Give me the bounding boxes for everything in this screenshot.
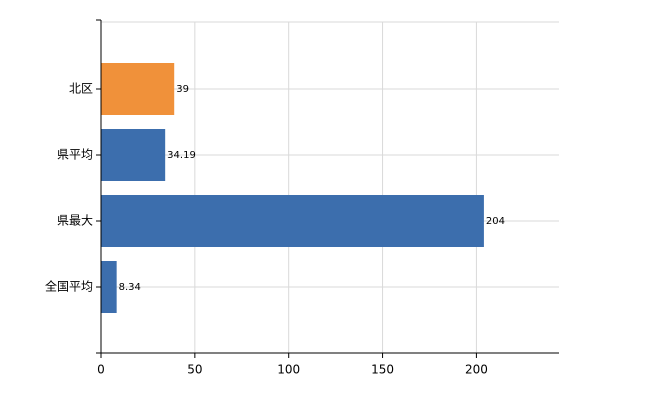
data-label: 8.34 xyxy=(119,282,141,293)
bar xyxy=(101,129,166,181)
y-tick-label: 県平均 xyxy=(57,148,93,162)
x-tick-label: 100 xyxy=(277,363,300,377)
data-label: 34.19 xyxy=(167,150,196,161)
y-tick-label: 北区 xyxy=(69,82,93,96)
bar xyxy=(101,261,117,313)
y-tick-label: 全国平均 xyxy=(45,279,93,294)
bar xyxy=(101,195,484,247)
data-label: 204 xyxy=(486,216,505,227)
bar xyxy=(101,63,175,115)
x-tick-label: 150 xyxy=(371,363,394,377)
y-tick-label: 県最大 xyxy=(57,214,93,228)
x-tick-label: 50 xyxy=(187,363,202,377)
x-tick-label: 0 xyxy=(97,363,105,377)
data-label: 39 xyxy=(176,84,189,95)
x-tick-label: 200 xyxy=(465,363,488,377)
